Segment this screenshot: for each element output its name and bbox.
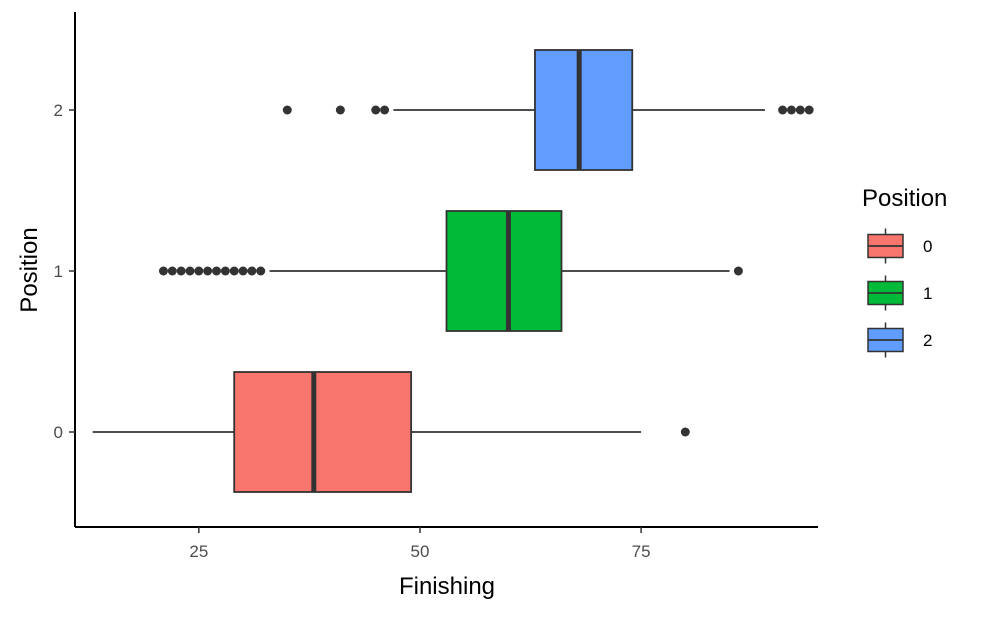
legend-item-0: 0 [867,228,932,264]
outlier-point [778,105,788,115]
x-tick-label: 25 [189,542,208,561]
plot-area [92,49,814,493]
boxplot-1 [158,210,743,332]
outlier-point [680,427,690,437]
y-tick-label: 0 [54,423,63,442]
boxplot-2 [282,49,814,171]
legend: Position 0 1 2 [862,185,947,358]
x-axis-title: Finishing [399,573,495,600]
outlier-point [335,105,345,115]
boxplot-0 [92,371,690,493]
outlier-point [371,105,381,115]
x-tick-label: 50 [411,542,430,561]
outlier-point [380,105,390,115]
outlier-point [203,266,213,276]
legend-label: 0 [923,237,932,256]
y-axis-title: Position [16,227,43,312]
outlier-point [247,266,257,276]
outlier-point [795,105,805,115]
x-tick-label: 75 [632,542,651,561]
box [445,210,563,332]
outlier-point [238,266,248,276]
outlier-point [229,266,239,276]
legend-title: Position [862,185,947,212]
outlier-point [733,266,743,276]
box [233,371,413,493]
y-tick-label: 2 [54,101,63,120]
y-tick-label: 1 [54,262,63,281]
outlier-point [185,266,195,276]
legend-item-2: 2 [867,322,932,358]
outlier-point [158,266,168,276]
legend-label: 2 [923,331,932,350]
outlier-point [167,266,177,276]
outlier-point [282,105,292,115]
outlier-point [220,266,230,276]
outlier-point [212,266,222,276]
outlier-point [786,105,796,115]
outlier-point [194,266,204,276]
outlier-point [256,266,266,276]
outlier-point [804,105,814,115]
box [534,49,634,171]
legend-item-1: 1 [867,275,932,311]
legend-label: 1 [923,284,932,303]
outlier-point [176,266,186,276]
axes: 25 50 75 0 1 2 [54,12,818,561]
